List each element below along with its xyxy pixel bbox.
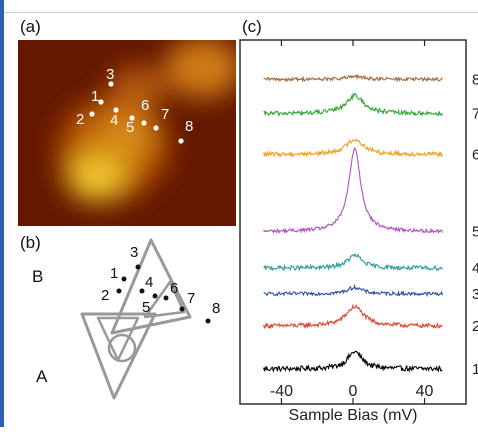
stm-point-6	[141, 120, 147, 126]
schematic-point-label-4: 4	[145, 274, 153, 291]
triangle-b-inner	[143, 280, 186, 319]
x-tick-label-2: 40	[416, 383, 434, 400]
schematic-point-label-7: 7	[187, 290, 195, 307]
stm-point-label-1: 1	[91, 88, 99, 105]
x-axis-label: Sample Bias (mV)	[289, 407, 418, 424]
spectrum-label-7: 7	[472, 106, 478, 123]
spectrum-label-5: 5	[472, 224, 478, 241]
stm-point-label-8: 8	[185, 118, 193, 135]
schematic-point-label-3: 3	[130, 244, 138, 261]
schematic-point-8	[205, 318, 211, 324]
schematic-point-4	[139, 288, 145, 294]
top-strip	[4, 0, 478, 12]
stm-point-5	[129, 115, 135, 121]
top-rule	[4, 12, 478, 13]
stm-point-label-7: 7	[161, 106, 169, 123]
spectrum-label-1: 1	[472, 361, 478, 378]
schematic-point-label-6: 6	[170, 280, 178, 297]
stm-point-2	[89, 111, 95, 117]
schematic-point-6	[163, 295, 169, 301]
stm-point-label-2: 2	[76, 111, 84, 128]
spectrum-line-1	[263, 350, 443, 373]
spectrum-line-2	[263, 303, 443, 330]
spectrum-line-4	[263, 253, 443, 272]
spectrum-label-6: 6	[472, 146, 478, 163]
spectra-chart: 1 2 3 4 5 6 7 8 -40 0 40 Sample Bias (mV)	[236, 14, 478, 427]
label-b: B	[32, 267, 43, 286]
spectrum-line-8	[263, 74, 443, 83]
x-tick-label-0: -40	[270, 383, 293, 400]
stm-point-label-3: 3	[106, 66, 114, 83]
schematic-point-label-2: 2	[101, 287, 109, 304]
schematic-point-2	[116, 288, 122, 294]
series-labels: 1 2 3 4 5 6 7 8	[472, 71, 478, 378]
x-tick-label-1: 0	[349, 383, 358, 400]
schematic-point-3	[135, 264, 141, 270]
schematic-point-5	[152, 293, 158, 299]
stm-point-8	[178, 138, 184, 144]
stm-point-4	[113, 107, 119, 113]
spectrum-line-7	[263, 92, 443, 118]
stm-point-1	[98, 99, 104, 105]
x-axis-ticks: -40 0 40	[270, 40, 434, 404]
stm-point-label-6: 6	[141, 97, 149, 114]
triangle-a-outer	[80, 312, 157, 400]
spectrum-line-5	[263, 147, 443, 235]
spectra-series	[263, 74, 443, 373]
label-a: A	[36, 367, 48, 386]
panel-b-label: (b)	[20, 233, 41, 252]
schematic-point-7	[179, 306, 185, 312]
spectrum-line-6	[263, 138, 443, 159]
stm-point-label-4: 4	[110, 112, 118, 129]
stm-point-3	[108, 81, 114, 87]
schematic-point-label-1: 1	[110, 265, 118, 282]
spectrum-label-4: 4	[472, 260, 478, 277]
spectrum-label-3: 3	[472, 286, 478, 303]
stm-point-label-5: 5	[126, 119, 134, 136]
panel-a-label: (a)	[20, 17, 41, 36]
spectrum-label-2: 2	[472, 318, 478, 335]
triangle-a-inner	[96, 316, 140, 362]
spectrum-line-3	[263, 283, 443, 298]
schematic-point-label-8: 8	[212, 300, 220, 317]
stm-point-7	[153, 125, 159, 131]
circle-a	[107, 333, 137, 363]
schematic-point-1	[121, 276, 127, 282]
panel-c-label: (c)	[242, 17, 262, 36]
spectrum-label-8: 8	[472, 71, 478, 88]
schematic-point-label-5: 5	[142, 299, 150, 316]
